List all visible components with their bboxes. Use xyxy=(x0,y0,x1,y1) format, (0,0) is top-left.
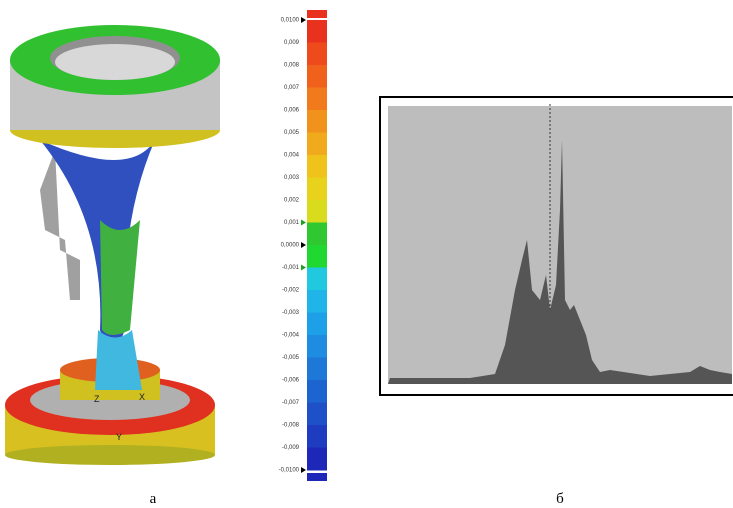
colorbar-tick-label: 0,004 xyxy=(284,153,300,159)
colorbar-segment xyxy=(307,200,327,223)
colorbar-tick-label: 0,0000 xyxy=(281,243,300,249)
colorbar-segment xyxy=(307,178,327,201)
axis-letter: Y xyxy=(116,432,122,442)
colorbar-segment xyxy=(307,65,327,88)
tick-arrow xyxy=(301,242,306,248)
tick-arrow xyxy=(301,17,306,23)
colorbar-segment xyxy=(307,88,327,111)
histogram-panel xyxy=(380,97,733,395)
colorbar: 0,0100 0,009 0,008 0,007 0,006 0,005 0,004 0,00… xyxy=(279,10,327,481)
model-3d: Z X Y xyxy=(5,25,220,465)
colorbar-segment xyxy=(307,448,327,471)
colorbar-segment xyxy=(307,358,327,381)
colorbar-tick-label: 0,003 xyxy=(284,175,300,181)
colorbar-tick-label: -0,009 xyxy=(282,445,300,451)
figure: Z X Y 0,01000,0090,0080,0070,0060,0050,0… xyxy=(0,0,733,508)
colorbar-tick-label: -0,004 xyxy=(282,333,300,339)
colorbar-tick-label: 0,005 xyxy=(284,130,300,136)
colorbar-segment xyxy=(307,43,327,66)
colorbar-tick-label: 0,006 xyxy=(284,108,300,114)
tick-arrow xyxy=(301,265,306,271)
colorbar-tick-label: 0,002 xyxy=(284,198,300,204)
panel-label: б xyxy=(556,491,564,507)
colorbar-tick-label: 0,009 xyxy=(284,40,300,46)
colorbar-tick-label: 0,008 xyxy=(284,63,300,69)
colorbar-segment xyxy=(307,380,327,403)
colorbar-segment xyxy=(307,133,327,156)
colorbar-tick-label: -0,003 xyxy=(282,310,300,316)
colorbar-tick-label: -0,002 xyxy=(282,288,300,294)
colorbar-tick-label: 0,001 xyxy=(284,220,300,226)
colorbar-segment xyxy=(307,290,327,313)
colorbar-segment xyxy=(307,268,327,291)
colorbar-tick-label: -0,0100 xyxy=(279,468,300,474)
colorbar-tick-label: -0,005 xyxy=(282,355,300,361)
colorbar-tick-label: 0,0100 xyxy=(281,18,300,24)
colorbar-segment xyxy=(307,403,327,426)
colorbar-tick-label: -0,007 xyxy=(282,400,300,406)
axis-letter: Z xyxy=(94,394,100,404)
colorbar-segment xyxy=(307,20,327,43)
colorbar-tick-label: -0,008 xyxy=(282,423,300,429)
tick-arrow xyxy=(301,220,306,226)
colorbar-segment xyxy=(307,155,327,178)
colorbar-tick-label: -0,006 xyxy=(282,378,300,384)
tick-arrow xyxy=(301,467,306,473)
colorbar-segment xyxy=(307,335,327,358)
axis-letter: X xyxy=(139,392,145,402)
colorbar-segment xyxy=(307,223,327,246)
colorbar-segment xyxy=(307,110,327,133)
colorbar-tick-label: -0,001 xyxy=(282,265,300,271)
colorbar-segment xyxy=(307,313,327,336)
colorbar-segment xyxy=(307,425,327,448)
colorbar-tick-label: 0,007 xyxy=(284,85,300,91)
panel-label: а xyxy=(150,491,157,507)
colorbar-segment xyxy=(307,245,327,268)
